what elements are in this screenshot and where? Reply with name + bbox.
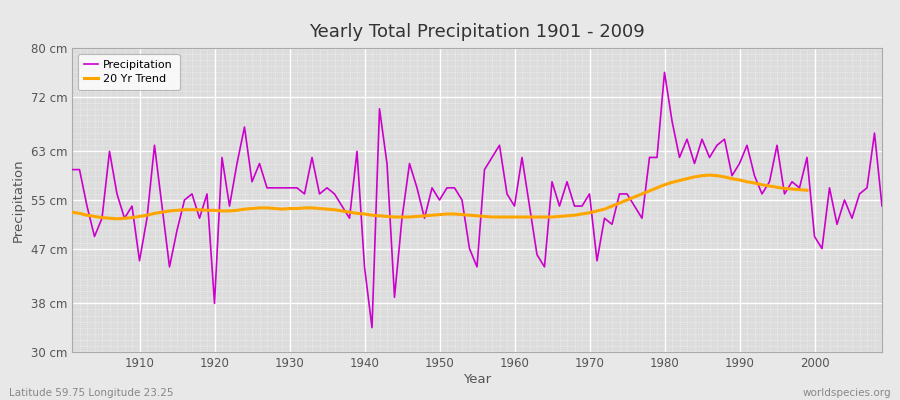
20 Yr Trend bbox=[67, 210, 77, 214]
Legend: Precipitation, 20 Yr Trend: Precipitation, 20 Yr Trend bbox=[77, 54, 179, 90]
20 Yr Trend bbox=[652, 186, 662, 190]
Precipitation bbox=[509, 204, 520, 208]
Precipitation bbox=[659, 70, 670, 75]
Precipitation bbox=[607, 222, 617, 227]
20 Yr Trend bbox=[247, 206, 257, 211]
20 Yr Trend bbox=[112, 216, 122, 221]
Precipitation bbox=[127, 204, 138, 208]
Title: Yearly Total Precipitation 1901 - 2009: Yearly Total Precipitation 1901 - 2009 bbox=[309, 23, 645, 41]
20 Yr Trend bbox=[269, 206, 280, 211]
Precipitation bbox=[337, 204, 347, 208]
Line: Precipitation: Precipitation bbox=[72, 72, 882, 328]
20 Yr Trend bbox=[464, 213, 475, 218]
Precipitation bbox=[366, 325, 377, 330]
Line: 20 Yr Trend: 20 Yr Trend bbox=[72, 175, 807, 219]
X-axis label: Year: Year bbox=[463, 373, 491, 386]
Text: Latitude 59.75 Longitude 23.25: Latitude 59.75 Longitude 23.25 bbox=[9, 388, 174, 398]
Precipitation bbox=[292, 186, 302, 190]
20 Yr Trend bbox=[442, 212, 453, 216]
20 Yr Trend bbox=[802, 188, 813, 193]
Text: worldspecies.org: worldspecies.org bbox=[803, 388, 891, 398]
20 Yr Trend bbox=[299, 206, 310, 210]
Precipitation bbox=[67, 167, 77, 172]
20 Yr Trend bbox=[704, 173, 715, 178]
Precipitation bbox=[517, 155, 527, 160]
Y-axis label: Precipitation: Precipitation bbox=[12, 158, 25, 242]
Precipitation bbox=[877, 204, 887, 208]
